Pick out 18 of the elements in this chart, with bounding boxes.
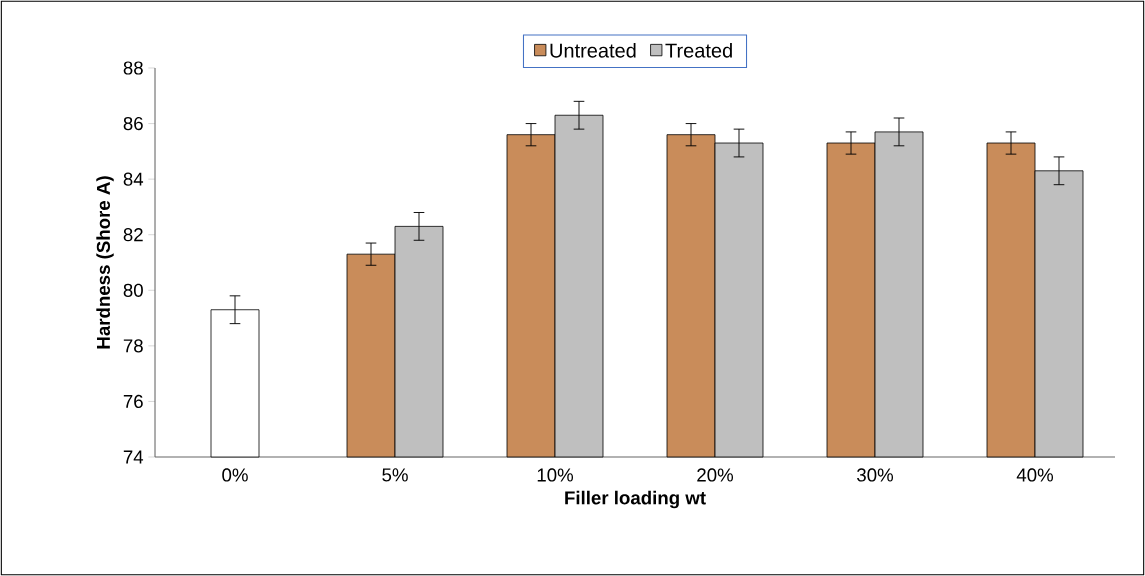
y-tick-label: 74 (123, 450, 144, 464)
x-tick-label: 5% (382, 468, 408, 482)
x-tick-label: 40% (1016, 468, 1054, 482)
x-tick-label: 0% (222, 468, 248, 482)
x-tick-label: 30% (857, 468, 894, 482)
y-tick-label: 76 (123, 394, 143, 409)
y-tick-label: 84 (123, 172, 144, 186)
y-tick-label: 82 (123, 228, 143, 242)
x-axis-title: Filler loading wt (565, 490, 706, 509)
y-tick-label: 78 (123, 339, 143, 353)
legend-label: Untreated (550, 42, 636, 58)
x-tick-label: 10% (537, 468, 574, 482)
x-tick-label: 20% (697, 468, 734, 482)
y-axis-title: Hardness (Shore A) (96, 176, 114, 349)
legend-label: Treated (665, 42, 732, 58)
y-tick-label: 88 (123, 61, 143, 75)
y-tick-label: 80 (123, 283, 143, 297)
y-tick-label: 86 (123, 116, 143, 131)
